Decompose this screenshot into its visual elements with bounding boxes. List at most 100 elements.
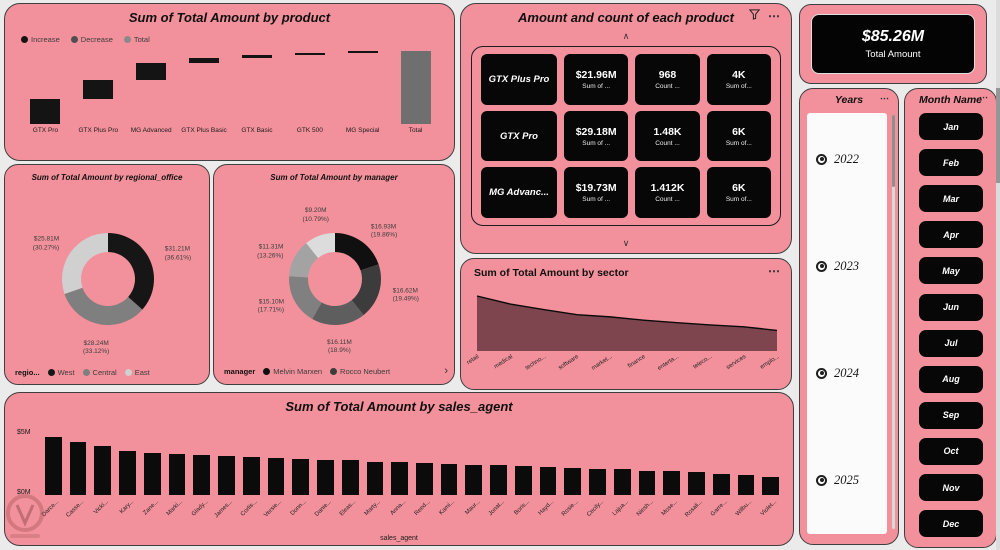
sales-bar[interactable] bbox=[391, 462, 408, 495]
sales-bar[interactable] bbox=[688, 472, 705, 495]
sales-bar-column[interactable] bbox=[560, 433, 585, 495]
sales-bar[interactable] bbox=[762, 476, 779, 495]
sales-bar[interactable] bbox=[490, 465, 507, 495]
year-option[interactable]: 2023 bbox=[807, 258, 859, 274]
sales-bar-column[interactable] bbox=[758, 433, 783, 495]
sales-bar-column[interactable] bbox=[264, 433, 289, 495]
donut-slice[interactable] bbox=[312, 300, 364, 325]
sales-bar[interactable] bbox=[416, 462, 433, 495]
page-scrollbar[interactable] bbox=[996, 0, 1000, 550]
sales-bar-column[interactable] bbox=[486, 433, 511, 495]
sales-bar-column[interactable] bbox=[165, 433, 190, 495]
sales-bar[interactable] bbox=[589, 468, 606, 495]
legend-item[interactable]: East bbox=[124, 368, 150, 377]
sales-bar-column[interactable] bbox=[511, 433, 536, 495]
sales-bar[interactable] bbox=[193, 455, 211, 495]
sales-bar-column[interactable] bbox=[189, 433, 214, 495]
matrix-cell[interactable]: $21.96M Sum of ... bbox=[564, 54, 629, 105]
sales-bar-column[interactable] bbox=[41, 433, 66, 495]
matrix-row-header[interactable]: GTX Plus Pro bbox=[481, 54, 557, 105]
year-option[interactable]: 2025 bbox=[807, 472, 859, 488]
radio-button[interactable] bbox=[816, 474, 827, 486]
donut-slice[interactable] bbox=[64, 287, 143, 325]
sales-bar[interactable] bbox=[69, 441, 87, 495]
sales-bar-column[interactable] bbox=[659, 433, 684, 495]
donut-slice[interactable] bbox=[306, 233, 335, 258]
legend-item[interactable]: Rocco Neubert bbox=[330, 367, 390, 376]
matrix-cell[interactable]: 968 Count ... bbox=[635, 54, 700, 105]
waterfall-bar[interactable] bbox=[189, 57, 220, 64]
sales-bar[interactable] bbox=[45, 437, 62, 495]
sales-bar[interactable] bbox=[663, 471, 681, 495]
scroll-up-icon[interactable]: ∧ bbox=[622, 31, 630, 41]
donut-slice[interactable] bbox=[351, 264, 381, 316]
radio-button[interactable] bbox=[816, 153, 827, 165]
month-button[interactable]: Oct bbox=[919, 437, 983, 465]
matrix-row-header[interactable]: MG Advanc... bbox=[481, 167, 557, 219]
sector-area-svg[interactable] bbox=[475, 287, 779, 351]
sales-bar-column[interactable] bbox=[635, 433, 660, 495]
radio-button[interactable] bbox=[816, 367, 827, 379]
sales-bar[interactable] bbox=[737, 474, 755, 495]
legend-item[interactable]: West bbox=[47, 368, 75, 377]
sales-bar-column[interactable] bbox=[313, 433, 338, 495]
years-scrollbar[interactable] bbox=[892, 115, 895, 529]
filter-icon[interactable] bbox=[748, 9, 761, 23]
legend-item[interactable]: Melvin Marxen bbox=[263, 367, 322, 376]
sales-bar-column[interactable] bbox=[412, 433, 437, 495]
radio-button[interactable] bbox=[816, 260, 827, 272]
sales-bar[interactable] bbox=[638, 470, 656, 495]
sales-bar[interactable] bbox=[613, 469, 631, 495]
sales-bar[interactable] bbox=[341, 460, 359, 495]
waterfall-column[interactable]: Total bbox=[389, 51, 442, 157]
sales-bar-column[interactable] bbox=[536, 433, 561, 495]
more-options-icon[interactable]: ⋯ bbox=[768, 264, 781, 278]
sales-bar[interactable] bbox=[94, 445, 112, 495]
page-scrollbar-thumb[interactable] bbox=[996, 88, 1000, 183]
sales-bar-column[interactable] bbox=[288, 433, 313, 495]
sales-bar[interactable] bbox=[218, 455, 235, 495]
waterfall-column[interactable]: GTX Pro bbox=[19, 51, 72, 157]
sales-bar-column[interactable] bbox=[734, 433, 759, 495]
sales-bar-column[interactable] bbox=[684, 433, 709, 495]
month-button[interactable]: May bbox=[919, 257, 983, 285]
sales-bar[interactable] bbox=[168, 453, 186, 495]
waterfall-bar[interactable] bbox=[83, 80, 114, 100]
sales-bar[interactable] bbox=[366, 461, 384, 495]
waterfall-column[interactable]: MG Advanced bbox=[125, 51, 178, 157]
month-button[interactable]: Mar bbox=[919, 185, 983, 213]
year-option[interactable]: 2024 bbox=[807, 365, 859, 381]
sales-bar[interactable] bbox=[143, 452, 161, 495]
sales-bar[interactable] bbox=[564, 467, 582, 495]
month-button[interactable]: Dec bbox=[919, 510, 983, 538]
donut-slice[interactable] bbox=[108, 233, 154, 310]
matrix-cell[interactable]: 4K Sum of... bbox=[706, 54, 771, 105]
month-button[interactable]: Apr bbox=[919, 221, 983, 249]
more-options-icon[interactable]: ⋯ bbox=[880, 93, 890, 103]
sales-bar-column[interactable] bbox=[461, 433, 486, 495]
donut_manager-ring[interactable] bbox=[214, 187, 454, 359]
waterfall-column[interactable]: GTX Basic bbox=[231, 51, 284, 157]
sales-bar[interactable] bbox=[514, 465, 532, 495]
more-options-icon[interactable]: ⋯ bbox=[768, 9, 781, 23]
waterfall-bar[interactable] bbox=[30, 99, 61, 124]
waterfall-column[interactable]: GTX Plus Basic bbox=[178, 51, 231, 157]
donut-slice[interactable] bbox=[335, 233, 379, 271]
waterfall-bar[interactable] bbox=[294, 52, 325, 55]
sales-bar-column[interactable] bbox=[387, 433, 412, 495]
month-button[interactable]: Jul bbox=[919, 329, 983, 357]
donut_regional-ring[interactable] bbox=[5, 187, 209, 359]
sales-bar[interactable] bbox=[539, 466, 557, 495]
sales-bar[interactable] bbox=[465, 464, 483, 495]
sales-bar-column[interactable] bbox=[140, 433, 165, 495]
matrix-cell[interactable]: 6K Sum of... bbox=[706, 110, 771, 162]
sales-bar-column[interactable] bbox=[338, 433, 363, 495]
waterfall-column[interactable]: MG Special bbox=[336, 50, 389, 157]
year-option[interactable]: 2022 bbox=[807, 151, 859, 167]
donut-slice[interactable] bbox=[289, 243, 319, 278]
month-button[interactable]: Aug bbox=[919, 365, 983, 393]
sales-bar-column[interactable] bbox=[66, 433, 91, 495]
sales-bar[interactable] bbox=[317, 459, 334, 495]
waterfall-bar[interactable] bbox=[241, 54, 272, 58]
waterfall-column[interactable]: GTK 500 bbox=[283, 51, 336, 157]
